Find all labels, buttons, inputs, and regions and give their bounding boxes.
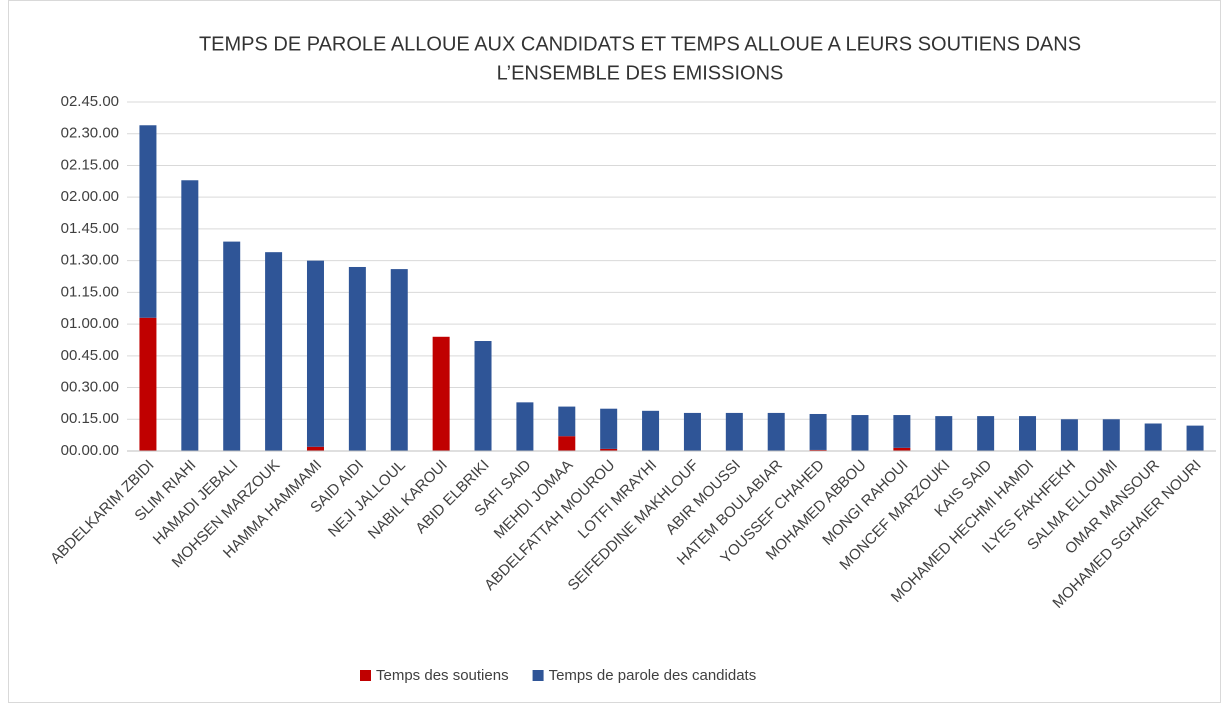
bar-segment: [1144, 423, 1162, 451]
y-tick-label: 01.30.00: [61, 252, 119, 269]
bar-segment: [558, 406, 576, 437]
bar-segment: [851, 415, 869, 451]
bar-segment: [893, 415, 911, 448]
bar-segment: [181, 180, 199, 451]
legend-swatch: [360, 670, 371, 681]
bar-segment: [1060, 419, 1078, 451]
y-tick-label: 00.15.00: [61, 410, 119, 427]
bar-segment: [558, 436, 576, 451]
bar-segment: [265, 252, 283, 451]
y-tick-label: 01.15.00: [61, 283, 119, 300]
bar-segment: [893, 447, 911, 451]
bar-segment: [474, 341, 492, 451]
bar-segment: [683, 412, 701, 451]
bar-segment: [1019, 416, 1037, 451]
bar-segment: [977, 416, 995, 451]
chart-frame: [8, 0, 1221, 703]
bar-segment: [767, 412, 785, 451]
bar-segment: [642, 410, 660, 451]
bar-segment: [1102, 419, 1120, 451]
bar-segment: [600, 448, 618, 451]
bar-segment: [348, 266, 366, 451]
bar-segment: [390, 269, 408, 451]
bar-segment: [809, 413, 827, 450]
y-tick-label: 02.00.00: [61, 188, 119, 205]
y-tick-label: 01.00.00: [61, 315, 119, 332]
y-tick-label: 02.45.00: [61, 93, 119, 110]
y-tick-label: 01.45.00: [61, 220, 119, 237]
y-tick-label: 00.45.00: [61, 347, 119, 364]
bar-segment: [516, 402, 534, 451]
legend-swatch: [532, 670, 544, 681]
bar-segment: [306, 260, 324, 447]
legend-label: Temps des soutiens: [376, 667, 509, 684]
y-tick-label: 02.30.00: [61, 125, 119, 142]
legend-label: Temps de parole des candidats: [549, 667, 757, 684]
bar-segment: [809, 449, 827, 451]
chart-title: L’ENSEMBLE DES EMISSIONS: [497, 62, 784, 84]
bar-segment: [1186, 425, 1204, 451]
bar-segment: [223, 241, 241, 451]
y-tick-label: 00.00.00: [61, 442, 119, 459]
y-tick-label: 02.15.00: [61, 156, 119, 173]
y-tick-label: 00.30.00: [61, 379, 119, 396]
bar-segment: [306, 446, 324, 451]
bar-segment: [139, 317, 157, 451]
bar-segment: [139, 125, 157, 318]
bar-segment: [600, 408, 618, 449]
bar-segment: [432, 336, 450, 451]
bar-segment: [725, 412, 743, 451]
bar-segment: [935, 416, 953, 451]
chart-title: TEMPS DE PAROLE ALLOUE AUX CANDIDATS ET …: [199, 33, 1081, 55]
